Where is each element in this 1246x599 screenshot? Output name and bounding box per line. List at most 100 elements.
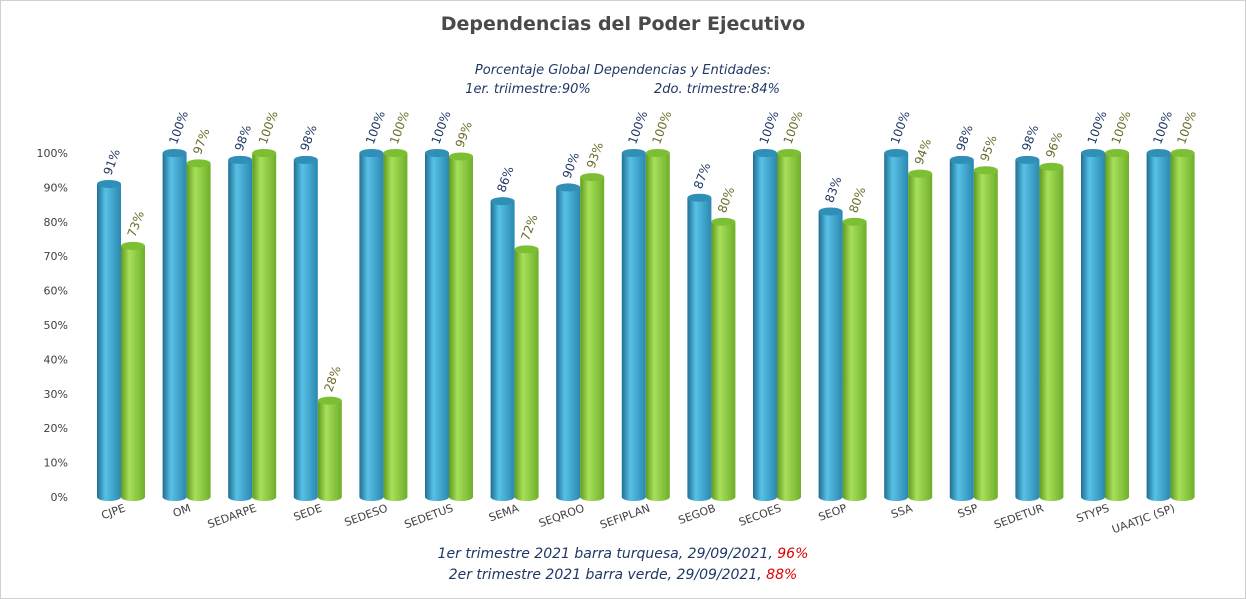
bar-q1-seop [818, 207, 843, 501]
category-label: SEQROO [537, 501, 586, 530]
chart-subtitle-q1: 1er. triimestre:90% [465, 82, 591, 97]
data-label: 100% [781, 109, 806, 146]
y-tick-label: 20% [44, 422, 68, 435]
category-label: OM [171, 502, 193, 520]
data-label: 100% [625, 109, 650, 146]
data-label: 100% [1150, 109, 1175, 146]
footnote-q2-text: 2er trimestre 2021 barra verde, 29/09/20… [449, 567, 766, 583]
category-label: SEGOB [677, 502, 718, 527]
bar-q1-secoes [753, 149, 777, 501]
bar-q1-om [162, 149, 187, 501]
bar-q2-ssp [973, 166, 998, 501]
data-label: 97% [190, 126, 212, 156]
category-label: SEDESO [343, 501, 390, 529]
bar-q1-seqroo [556, 183, 581, 501]
data-label: 95% [977, 133, 999, 163]
data-label: 100% [429, 109, 454, 146]
y-tick-label: 100% [37, 147, 68, 160]
category-label: SSP [956, 501, 980, 520]
category-label: SECOES [737, 502, 783, 529]
data-label: 98% [232, 123, 254, 153]
data-label: 80% [715, 185, 737, 215]
category-label: SSA [889, 501, 914, 521]
data-label: 100% [888, 109, 913, 146]
data-label: 100% [1174, 109, 1199, 146]
y-tick-label: 40% [44, 353, 68, 366]
bar-q2-secoes [777, 149, 801, 501]
category-label: SEDETUR [992, 501, 1045, 531]
bar-q2-om [186, 159, 211, 501]
data-label: 86% [494, 164, 516, 194]
bar-q2-seop [842, 217, 867, 501]
data-label: 100% [387, 109, 412, 146]
bar-q2-sedeso [383, 149, 408, 501]
footnote-q1-text: 1er trimestre 2021 barra turquesa, 29/09… [438, 546, 778, 562]
bar-q2-cjpe [121, 241, 145, 501]
data-label: 72% [518, 212, 540, 242]
data-label: 87% [691, 161, 713, 191]
category-label: UAATJC (SP) [1110, 502, 1176, 537]
bar-q2-sedetur [1039, 162, 1064, 501]
category-label: CJPE [100, 502, 128, 523]
data-label: 98% [297, 123, 319, 153]
chart-subtitle-q2: 2do. trimestre:84% [654, 82, 780, 97]
bar-q1-sema [490, 197, 515, 501]
y-tick-label: 80% [44, 216, 68, 229]
bar-q2-sefiplan [645, 149, 670, 501]
bar-q2-sede [317, 396, 342, 501]
data-label: 94% [912, 137, 934, 167]
y-tick-label: 30% [44, 388, 68, 401]
bar-q1-sedarpe [228, 155, 253, 501]
data-label: 73% [125, 209, 147, 239]
bar-q1-sede [293, 155, 318, 501]
y-tick-label: 90% [44, 181, 68, 194]
bar-q2-uaatjc-sp- [1170, 149, 1195, 501]
footnote-q2: 2er trimestre 2021 barra verde, 29/09/20… [449, 567, 798, 583]
category-label: SEDETUS [403, 502, 455, 532]
bar-q2-ssa [908, 169, 933, 501]
data-label: 100% [166, 109, 191, 146]
bar-q1-ssa [884, 149, 909, 501]
category-label: SEMA [487, 501, 521, 524]
footnote-q2-value: 88% [766, 567, 797, 583]
footnote-q1: 1er trimestre 2021 barra turquesa, 29/09… [438, 546, 809, 562]
y-tick-label: 10% [44, 457, 68, 470]
bar-q1-sedetur [1015, 155, 1040, 501]
bar-q1-sedeso [359, 149, 384, 501]
y-tick-label: 0% [51, 491, 68, 504]
data-label: 98% [953, 123, 975, 153]
bar-q1-uaatjc-sp- [1146, 149, 1171, 501]
category-label: STYPS [1075, 502, 1111, 526]
bar-q2-sedarpe [252, 149, 277, 501]
data-label: 90% [560, 151, 582, 181]
data-label: 100% [256, 109, 281, 146]
data-label: 80% [846, 185, 868, 215]
bar-q1-styps [1081, 149, 1105, 501]
bar-q1-segob [687, 193, 712, 501]
y-tick-label: 60% [44, 285, 68, 298]
y-tick-label: 70% [44, 250, 68, 263]
data-label: 100% [1085, 109, 1110, 146]
data-label: 100% [363, 109, 388, 146]
chart-title: Dependencias del Poder Ejecutivo [441, 13, 805, 35]
bar-q2-seqroo [580, 173, 605, 501]
footnote-q1-value: 96% [777, 546, 808, 562]
y-tick-label: 50% [44, 319, 68, 332]
category-label: SEOP [817, 501, 849, 523]
data-label: 98% [1019, 123, 1041, 153]
bar-q2-segob [711, 217, 736, 501]
data-label: 83% [822, 175, 844, 205]
bar-q2-sedetus [449, 152, 473, 501]
data-label: 100% [757, 109, 782, 146]
category-label: SEDE [292, 502, 324, 524]
chart-subtitle-line1: Porcentaje Global Dependencias y Entidad… [475, 63, 771, 78]
data-label: 28% [321, 364, 343, 394]
data-label: 100% [649, 109, 674, 146]
data-label: 99% [453, 120, 475, 150]
bar-q2-sema [514, 245, 539, 501]
bar-q1-cjpe [97, 179, 121, 501]
data-label: 100% [1109, 109, 1134, 146]
data-label: 96% [1043, 130, 1065, 160]
category-label: SEDARPE [206, 502, 258, 532]
